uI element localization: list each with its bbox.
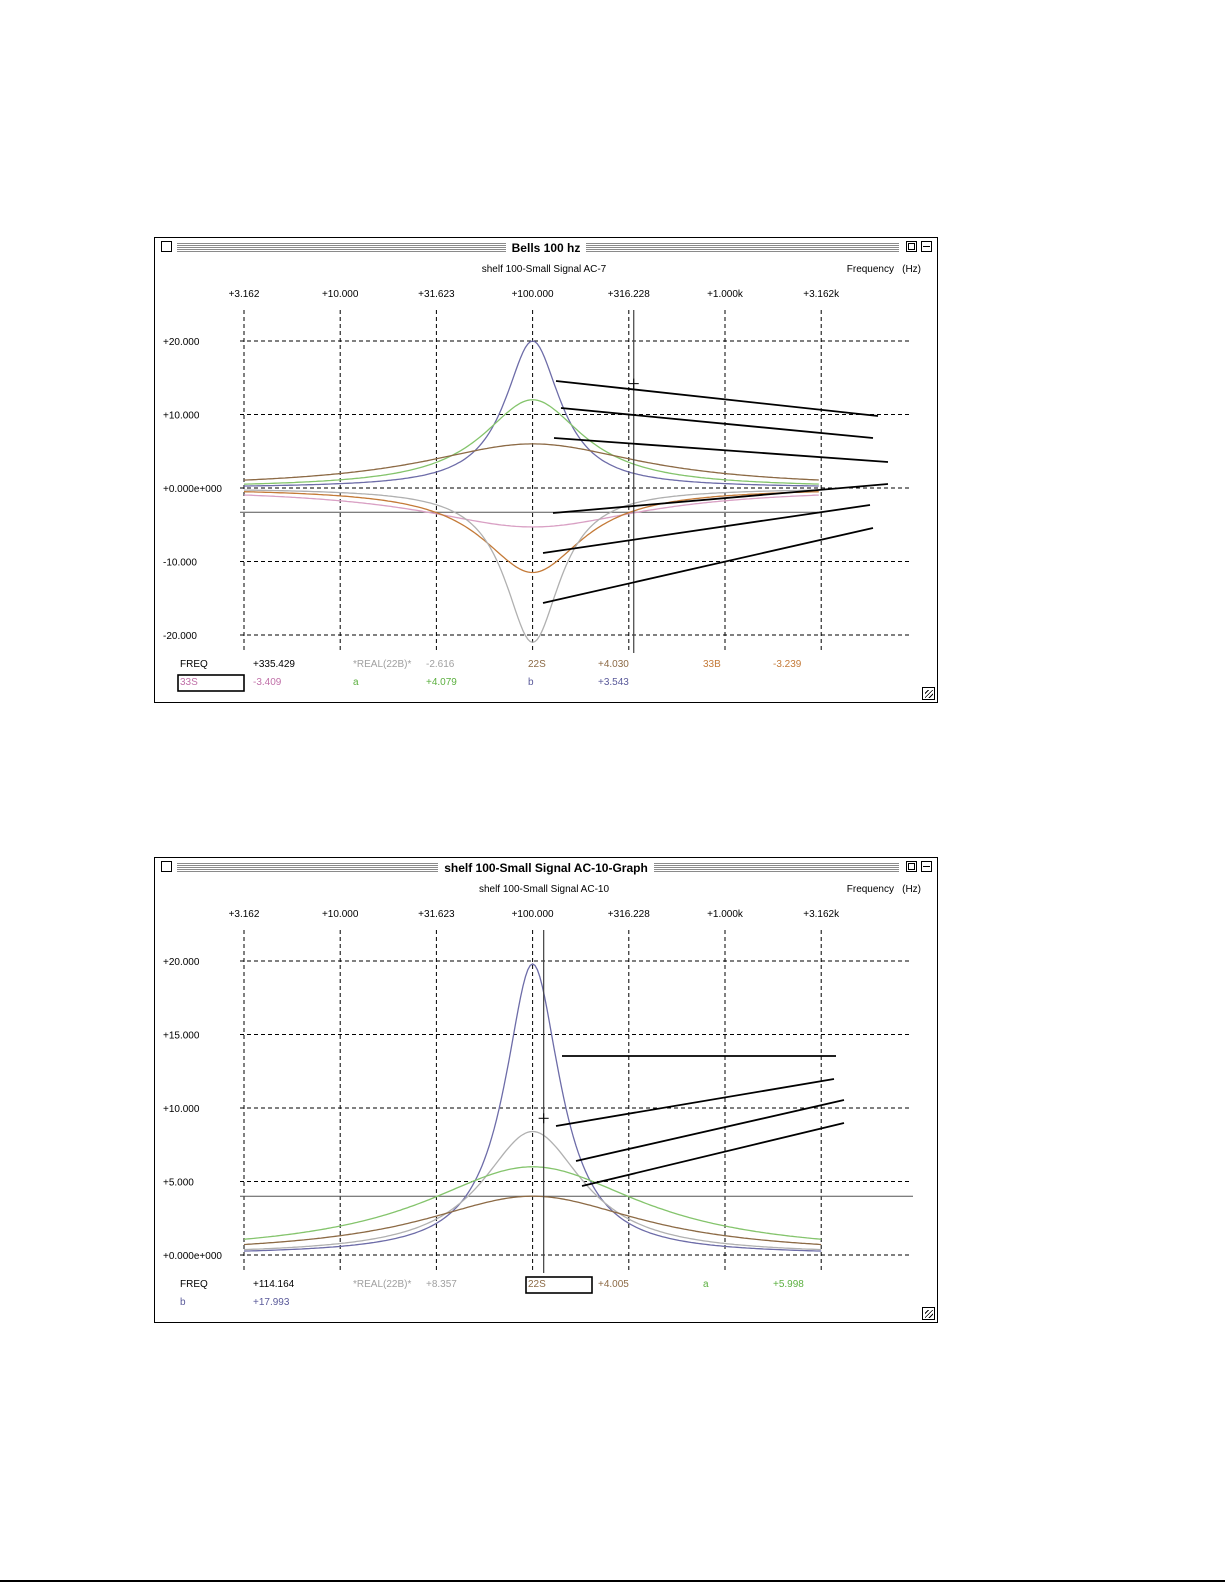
series-curve-real22b bbox=[244, 489, 819, 643]
x-tick-label: +316.228 bbox=[608, 289, 650, 300]
x-tick-label: +100.000 bbox=[512, 289, 554, 300]
close-box[interactable] bbox=[161, 241, 172, 252]
readout-value: -3.239 bbox=[773, 659, 802, 670]
x-tick-label: +10.000 bbox=[322, 909, 359, 920]
frequency-response-graph[interactable]: shelf 100-Small Signal AC-10 Frequency (Hz… bbox=[158, 878, 930, 1316]
series-curve-33b bbox=[243, 491, 819, 574]
annotation-leader-line bbox=[560, 407, 874, 439]
y-tick-label: -20.000 bbox=[163, 631, 197, 642]
readout-label: a bbox=[703, 1279, 709, 1290]
readout-label: 22S bbox=[528, 1279, 546, 1290]
y-tick-label: +10.000 bbox=[163, 411, 200, 422]
x-tick-label: +10.000 bbox=[322, 289, 359, 300]
y-tick-label: +0.000e+000 bbox=[163, 1251, 222, 1262]
readout-label: b bbox=[528, 677, 534, 688]
frequency-response-graph[interactable]: shelf 100-Small Signal AC-7 Frequency (Hz)… bbox=[158, 258, 930, 696]
y-tick-label: +20.000 bbox=[163, 337, 200, 348]
series-curve-22s bbox=[243, 443, 819, 481]
y-tick-label: -10.000 bbox=[163, 558, 197, 569]
readout-value: -2.616 bbox=[426, 659, 455, 670]
x-tick-label: +1.000k bbox=[707, 909, 744, 920]
annotation-leader-line bbox=[542, 504, 871, 554]
readout-value: +114.164 bbox=[253, 1279, 295, 1290]
readout-label: FREQ bbox=[180, 659, 208, 670]
zoom-box[interactable] bbox=[906, 861, 917, 872]
readout-value: +4.005 bbox=[598, 1279, 629, 1290]
series-curve-22s bbox=[243, 1195, 822, 1246]
window-title: Bells 100 hz bbox=[155, 239, 937, 256]
readout-label: a bbox=[353, 677, 359, 688]
readout-label: FREQ bbox=[180, 1279, 208, 1290]
axis-unit: (Hz) bbox=[902, 264, 921, 275]
x-tick-label: +31.623 bbox=[418, 289, 455, 300]
x-tick-label: +100.000 bbox=[512, 909, 554, 920]
x-tick-label: +3.162k bbox=[803, 909, 840, 920]
readout-value: +17.993 bbox=[253, 1297, 290, 1308]
annotation-leader-line bbox=[555, 1078, 835, 1127]
close-box[interactable] bbox=[161, 861, 172, 872]
series-curve-a bbox=[243, 1166, 822, 1240]
readout-value: +4.079 bbox=[426, 677, 457, 688]
readout-value: +335.429 bbox=[253, 659, 295, 670]
x-tick-label: +3.162k bbox=[803, 289, 840, 300]
page-bottom-rule bbox=[0, 1580, 1225, 1582]
graph-window-bells[interactable]: Bells 100 hz shelf 100-Small Signal AC-7… bbox=[154, 237, 938, 703]
series-curve-a bbox=[244, 399, 819, 485]
readout-value: +8.357 bbox=[426, 1279, 457, 1290]
readout-value: +4.030 bbox=[598, 659, 629, 670]
zoom-box[interactable] bbox=[906, 241, 917, 252]
annotation-leader-line bbox=[542, 527, 874, 604]
y-tick-label: +15.000 bbox=[163, 1031, 200, 1042]
readout-label: *REAL(22B)* bbox=[353, 659, 411, 670]
axis-label: Frequency bbox=[847, 264, 894, 275]
readout-label: b bbox=[180, 1297, 186, 1308]
annotation-leader-line bbox=[555, 380, 879, 417]
chart-subtitle: shelf 100-Small Signal AC-7 bbox=[482, 264, 607, 275]
x-tick-label: +31.623 bbox=[418, 909, 455, 920]
series-curve-b bbox=[244, 340, 819, 487]
readout-selected-box[interactable] bbox=[525, 1276, 593, 1294]
chart-subtitle: shelf 100-Small Signal AC-10 bbox=[479, 884, 610, 895]
grow-box[interactable] bbox=[922, 1307, 935, 1320]
collapse-box[interactable] bbox=[921, 241, 932, 252]
annotation-leader-line bbox=[575, 1099, 845, 1162]
readout-value: +5.998 bbox=[773, 1279, 804, 1290]
readout-label: *REAL(22B)* bbox=[353, 1279, 411, 1290]
readout-label: 33S bbox=[180, 677, 198, 688]
collapse-box[interactable] bbox=[921, 861, 932, 872]
annotation-leader-line bbox=[553, 437, 889, 463]
y-tick-label: +0.000e+000 bbox=[163, 484, 222, 495]
y-tick-label: +10.000 bbox=[163, 1104, 200, 1115]
readout-value: +3.543 bbox=[598, 677, 629, 688]
axis-unit: (Hz) bbox=[902, 884, 921, 895]
readout-label: 33B bbox=[703, 659, 721, 670]
y-tick-label: +20.000 bbox=[163, 957, 200, 968]
x-tick-label: +316.228 bbox=[608, 909, 650, 920]
x-tick-label: +3.162 bbox=[229, 289, 260, 300]
graph-window-shelf[interactable]: shelf 100-Small Signal AC-10-Graph shelf… bbox=[154, 857, 938, 1323]
annotation-leader-line bbox=[581, 1122, 845, 1187]
readout-label: 22S bbox=[528, 659, 546, 670]
axis-label: Frequency bbox=[847, 884, 894, 895]
y-tick-label: +5.000 bbox=[163, 1178, 194, 1189]
x-tick-label: +1.000k bbox=[707, 289, 744, 300]
x-tick-label: +3.162 bbox=[229, 909, 260, 920]
readout-selected-box[interactable] bbox=[177, 674, 245, 692]
series-curve-33s bbox=[243, 494, 819, 528]
readout-value: -3.409 bbox=[253, 677, 282, 688]
series-curve-b bbox=[243, 963, 822, 1252]
window-title: shelf 100-Small Signal AC-10-Graph bbox=[155, 859, 937, 876]
grow-box[interactable] bbox=[922, 687, 935, 700]
series-curve-real22b bbox=[243, 1130, 822, 1251]
annotation-leader-line bbox=[552, 483, 889, 514]
